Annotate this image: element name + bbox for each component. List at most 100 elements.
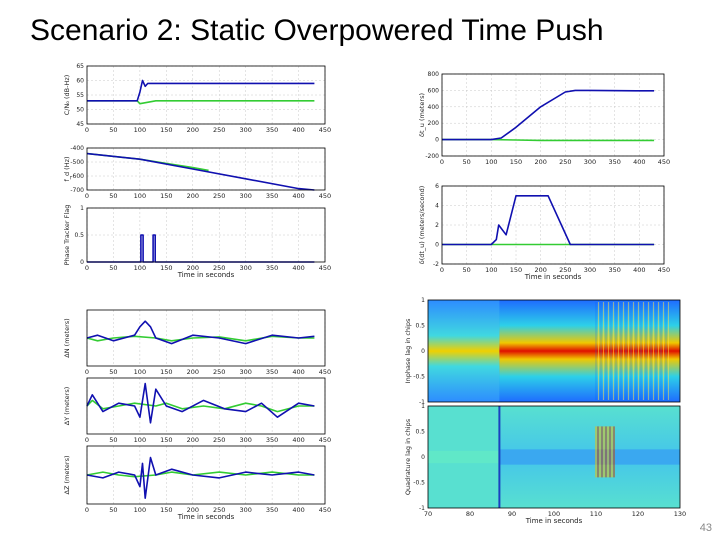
phase-plot-area: [87, 208, 325, 262]
x-tick-label: 400: [292, 506, 304, 514]
x-tick-label: 450: [319, 506, 331, 514]
y-axis-label: ΔN (meters): [63, 318, 71, 357]
x-tick-label: 50: [109, 436, 117, 444]
x-tick-label: 150: [510, 158, 522, 166]
x-axis-label: Time in seconds: [177, 271, 235, 279]
x-tick-label: 400: [633, 266, 645, 274]
x-tick-label: 70: [424, 510, 432, 518]
x-tick-label: 0: [85, 368, 89, 376]
panel-inphase: 1 0.5 0 -0.5 -1 Inphase lag in chips: [404, 297, 681, 406]
y-tick-label: 0: [435, 242, 439, 249]
y-tick-label: 45: [76, 121, 84, 128]
x-tick-label: 250: [213, 368, 225, 376]
y-tick-label: 600: [428, 87, 440, 94]
x-tick-label: 300: [239, 368, 251, 376]
inphase-pre-event-band: [428, 300, 500, 402]
y-axis-label: ΔZ (meters): [63, 456, 71, 495]
x-tick-label: 150: [160, 192, 172, 200]
panel-de: 0 50 100 150 200 250 300 350 400 450 ΔY (meters): [63, 377, 331, 444]
x-tick-label: 200: [534, 158, 546, 166]
dz-axes-frame: [86, 445, 326, 505]
x-tick-label: 0: [85, 436, 89, 444]
x-tick-label: 200: [187, 192, 199, 200]
x-tick-label: 50: [463, 266, 471, 274]
y-tick-label: -700: [70, 187, 84, 194]
x-tick-label: 100: [485, 266, 497, 274]
x-tick-label: 400: [292, 368, 304, 376]
y-tick-label: 0.5: [415, 429, 425, 436]
panel-quad: 70 80 90 100 110 120 130 1 0.5 0 -0.5 -1 Quadrature …: [404, 403, 686, 525]
x-tick-label: 450: [319, 368, 331, 376]
x-tick-label: 300: [239, 506, 251, 514]
x-tick-label: 350: [266, 368, 278, 376]
x-tick-label: 80: [466, 510, 474, 518]
y-tick-label: 4: [435, 203, 439, 210]
y-tick-label: -500: [70, 159, 84, 166]
de-series-green: [86, 399, 315, 413]
x-tick-label: 450: [319, 436, 331, 444]
x-tick-label: 400: [292, 192, 304, 200]
x-tick-label: 300: [584, 266, 596, 274]
inphase-correlation-peak: [499, 300, 680, 402]
phase-axes-frame: [86, 207, 326, 263]
y-tick-label: 400: [428, 104, 440, 111]
y-tick-label: 60: [76, 78, 84, 85]
dtpos-series-blue: [442, 89, 655, 141]
y-tick-label: 50: [76, 107, 84, 114]
y-tick-label: 0: [435, 137, 439, 144]
x-tick-label: 350: [266, 192, 278, 200]
x-tick-label: 50: [109, 126, 117, 134]
x-tick-label: 450: [658, 266, 670, 274]
dz-series-blue: [86, 456, 315, 500]
x-tick-label: 250: [559, 266, 571, 274]
x-tick-label: 100: [134, 368, 146, 376]
y-tick-label: 0: [421, 348, 425, 355]
x-axis-label: Time in seconds: [525, 517, 583, 525]
cn0-plot-area: [87, 66, 325, 124]
x-tick-label: 350: [608, 158, 620, 166]
x-tick-label: 450: [319, 264, 331, 272]
fd-series-blue: [86, 152, 315, 191]
x-tick-label: 50: [109, 368, 117, 376]
panel-dn: 0 50 100 150 200 250 300 350 400 450 ΔN (meters): [63, 309, 331, 376]
x-tick-label: 100: [134, 126, 146, 134]
y-tick-label: 1: [421, 297, 425, 304]
x-tick-label: 400: [292, 126, 304, 134]
x-tick-label: 200: [187, 506, 199, 514]
y-axis-label: ΔY (meters): [63, 387, 71, 426]
x-tick-label: 250: [213, 264, 225, 272]
x-tick-label: 200: [187, 126, 199, 134]
y-tick-label: -1: [419, 505, 425, 512]
y-tick-label: 1: [80, 205, 84, 212]
x-tick-label: 450: [658, 158, 670, 166]
x-axis-label: Time in seconds: [177, 513, 235, 521]
y-axis-label: Phase Tracker Flag: [63, 205, 71, 266]
x-tick-label: 250: [213, 436, 225, 444]
x-tick-label: 100: [134, 192, 146, 200]
y-tick-label: -400: [70, 145, 84, 152]
x-tick-label: 50: [109, 264, 117, 272]
x-tick-label: 200: [187, 368, 199, 376]
x-tick-label: 100: [134, 264, 146, 272]
x-tick-label: 0: [440, 158, 444, 166]
y-axis-label: f_d (Hz): [63, 156, 71, 181]
x-tick-label: 250: [213, 506, 225, 514]
y-tick-label: -2: [433, 261, 439, 268]
x-tick-label: 0: [85, 192, 89, 200]
x-tick-label: 100: [134, 436, 146, 444]
y-axis-label: C/N₀ (dB-Hz): [63, 75, 71, 116]
x-tick-label: 200: [534, 266, 546, 274]
x-tick-label: 150: [510, 266, 522, 274]
x-tick-label: 450: [319, 126, 331, 134]
y-tick-label: 2: [435, 222, 439, 229]
x-tick-label: 50: [109, 192, 117, 200]
panel-dtrate: 0 50 100 150 200 250 300 350 400 450-20246δ(dt_u)…: [418, 183, 670, 281]
x-tick-label: 250: [213, 126, 225, 134]
x-tick-label: 130: [674, 510, 686, 518]
x-tick-label: 100: [548, 510, 560, 518]
x-tick-label: 150: [160, 126, 172, 134]
dn-axes-frame: [86, 309, 326, 367]
y-tick-label: 55: [76, 92, 84, 99]
y-axis-label: Quadrature lag in chips: [404, 418, 412, 495]
